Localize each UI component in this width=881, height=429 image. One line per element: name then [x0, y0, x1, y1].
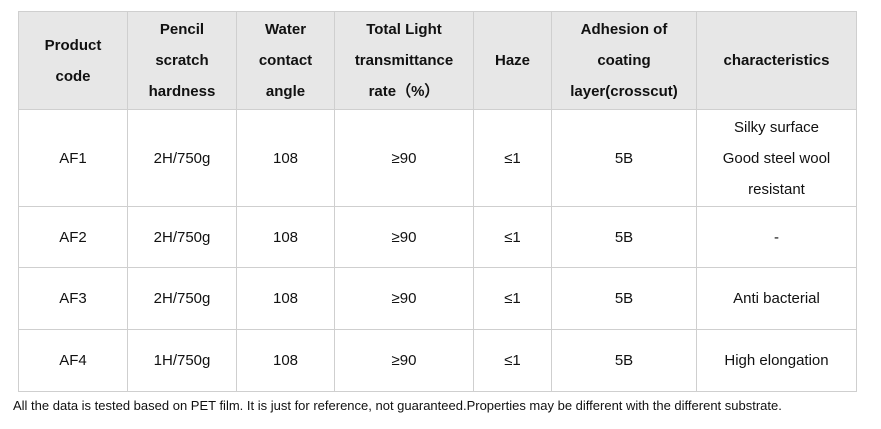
cell-characteristics: High elongation [696, 329, 857, 392]
cell-haze: ≤1 [473, 109, 552, 207]
header-product-code: Product code [18, 11, 128, 110]
cell-pencil-hardness: 2H/750g [127, 109, 237, 207]
cell-pencil-hardness: 2H/750g [127, 206, 237, 268]
cell-pencil-hardness: 1H/750g [127, 329, 237, 392]
cell-adhesion: 5B [551, 206, 697, 268]
table-row: AF1 2H/750g 108 ≥90 ≤1 5B Silky surface … [18, 109, 857, 207]
header-adhesion: Adhesion of coating layer(crosscut) [551, 11, 697, 110]
table-row: AF4 1H/750g 108 ≥90 ≤1 5B High elongatio… [18, 329, 857, 392]
header-water-contact-angle: Water contact angle [236, 11, 335, 110]
cell-light-transmittance: ≥90 [334, 329, 474, 392]
cell-light-transmittance: ≥90 [334, 206, 474, 268]
table-row: AF2 2H/750g 108 ≥90 ≤1 5B - [18, 206, 857, 268]
cell-water-contact-angle: 108 [236, 206, 335, 268]
cell-water-contact-angle: 108 [236, 109, 335, 207]
cell-adhesion: 5B [551, 329, 697, 392]
cell-water-contact-angle: 108 [236, 329, 335, 392]
table-header-row: Product code Pencil scratch hardness Wat… [18, 11, 857, 110]
cell-product-code: AF1 [18, 109, 128, 207]
header-pencil-hardness: Pencil scratch hardness [127, 11, 237, 110]
cell-haze: ≤1 [473, 329, 552, 392]
cell-haze: ≤1 [473, 267, 552, 330]
header-light-transmittance: Total Light transmittance rate（%） [334, 11, 474, 110]
cell-characteristics: - [696, 206, 857, 268]
cell-adhesion: 5B [551, 109, 697, 207]
cell-characteristics: Silky surface Good steel wool resistant [696, 109, 857, 207]
table-row: AF3 2H/750g 108 ≥90 ≤1 5B Anti bacterial [18, 267, 857, 330]
cell-haze: ≤1 [473, 206, 552, 268]
cell-characteristics: Anti bacterial [696, 267, 857, 330]
cell-pencil-hardness: 2H/750g [127, 267, 237, 330]
properties-table: Product code Pencil scratch hardness Wat… [18, 11, 857, 392]
header-haze: Haze [473, 11, 552, 110]
properties-table-container: Product code Pencil scratch hardness Wat… [18, 11, 857, 392]
disclaimer-footnote: All the data is tested based on PET film… [13, 398, 782, 413]
cell-product-code: AF3 [18, 267, 128, 330]
cell-product-code: AF2 [18, 206, 128, 268]
cell-adhesion: 5B [551, 267, 697, 330]
header-characteristics: characteristics [696, 11, 857, 110]
cell-water-contact-angle: 108 [236, 267, 335, 330]
cell-light-transmittance: ≥90 [334, 267, 474, 330]
cell-light-transmittance: ≥90 [334, 109, 474, 207]
cell-product-code: AF4 [18, 329, 128, 392]
